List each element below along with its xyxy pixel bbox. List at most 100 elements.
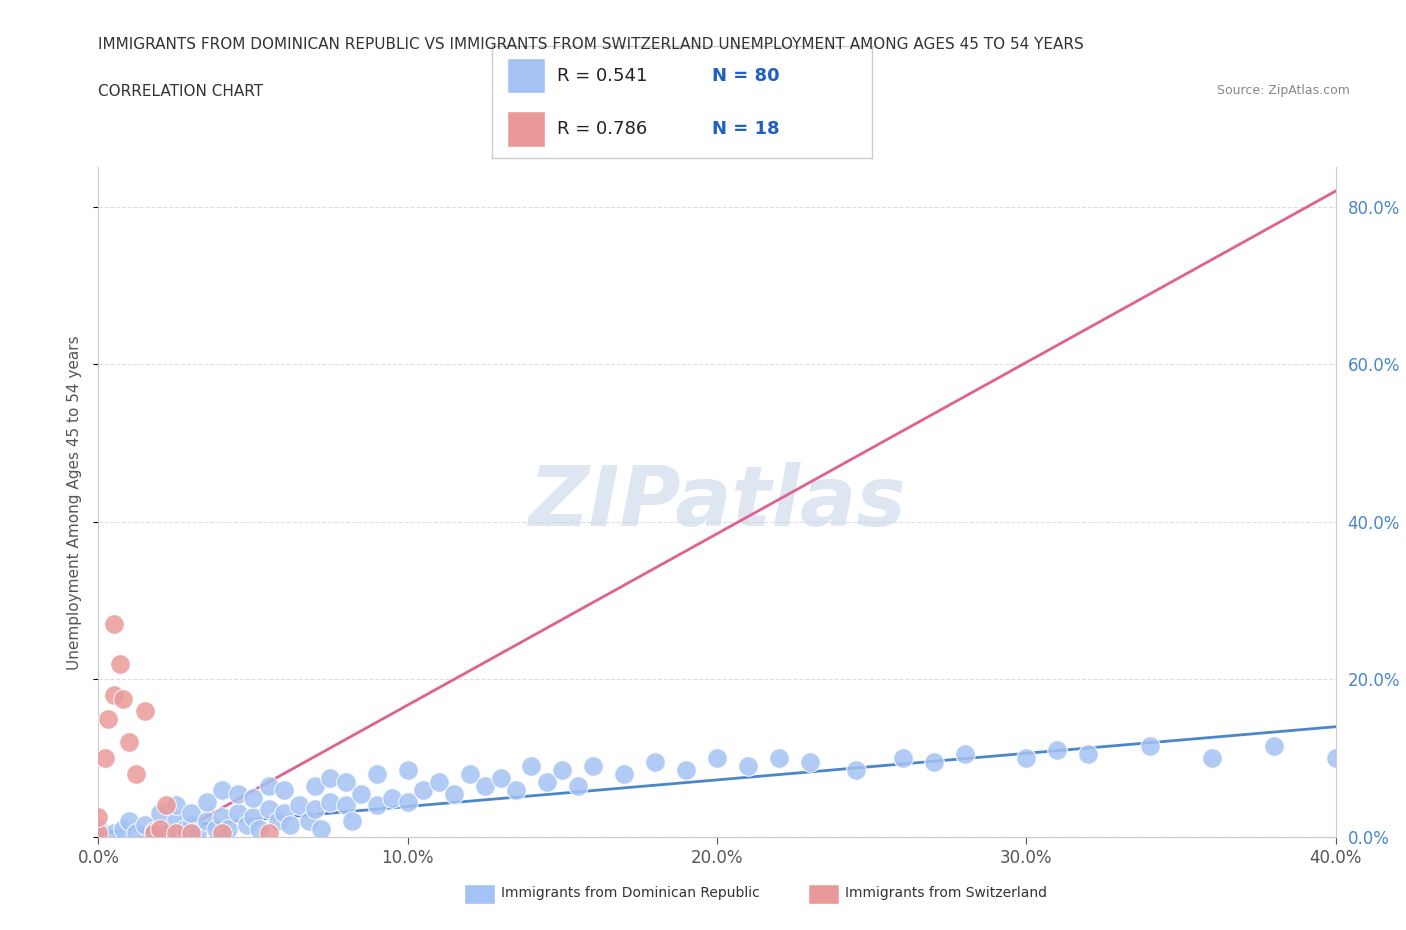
Point — [396, 763, 419, 777]
Point — [366, 766, 388, 781]
Point — [242, 810, 264, 825]
Point — [298, 814, 321, 829]
Point — [396, 794, 419, 809]
Point — [103, 826, 125, 841]
Point — [217, 822, 239, 837]
Point — [489, 770, 512, 785]
Point — [335, 775, 357, 790]
Point — [381, 790, 404, 805]
Point — [1046, 743, 1069, 758]
Point — [458, 766, 481, 781]
Point — [195, 794, 218, 809]
Point — [257, 802, 280, 817]
Text: N = 18: N = 18 — [713, 120, 780, 138]
Point — [340, 814, 363, 829]
Point — [319, 770, 342, 785]
Point — [149, 822, 172, 837]
Point — [205, 822, 228, 837]
Point — [211, 782, 233, 797]
Point — [93, 751, 115, 765]
Point — [180, 826, 202, 841]
Point — [1324, 751, 1347, 765]
Point — [87, 810, 110, 825]
Text: CORRELATION CHART: CORRELATION CHART — [98, 84, 263, 99]
Point — [768, 751, 790, 765]
Point — [97, 711, 120, 726]
Point — [195, 814, 218, 829]
Point — [737, 759, 759, 774]
Point — [520, 759, 543, 774]
Point — [87, 822, 110, 837]
Point — [180, 817, 202, 832]
Y-axis label: Unemployment Among Ages 45 to 54 years: Unemployment Among Ages 45 to 54 years — [67, 335, 83, 670]
Point — [845, 763, 868, 777]
Point — [87, 826, 110, 841]
Point — [1015, 751, 1038, 765]
Point — [304, 778, 326, 793]
Text: Source: ZipAtlas.com: Source: ZipAtlas.com — [1216, 84, 1350, 97]
Text: N = 80: N = 80 — [713, 67, 780, 85]
Point — [124, 826, 146, 841]
Point — [644, 755, 666, 770]
Point — [799, 755, 821, 770]
Point — [427, 775, 450, 790]
Point — [118, 735, 141, 750]
Point — [1263, 739, 1285, 754]
Point — [1077, 747, 1099, 762]
Point — [103, 688, 125, 703]
Text: R = 0.541: R = 0.541 — [557, 67, 647, 85]
Point — [165, 798, 187, 813]
Point — [180, 806, 202, 821]
Point — [1139, 739, 1161, 754]
Point — [273, 806, 295, 821]
Point — [149, 822, 172, 837]
Text: IMMIGRANTS FROM DOMINICAN REPUBLIC VS IMMIGRANTS FROM SWITZERLAND UNEMPLOYMENT A: IMMIGRANTS FROM DOMINICAN REPUBLIC VS IM… — [98, 37, 1084, 52]
Text: ZIPatlas: ZIPatlas — [529, 461, 905, 543]
Point — [149, 806, 172, 821]
Point — [891, 751, 914, 765]
Point — [211, 826, 233, 841]
Point — [536, 775, 558, 790]
Point — [412, 782, 434, 797]
Point — [257, 826, 280, 841]
Point — [134, 817, 156, 832]
Point — [567, 778, 589, 793]
Point — [143, 826, 166, 841]
Point — [443, 786, 465, 801]
FancyBboxPatch shape — [508, 112, 546, 147]
FancyBboxPatch shape — [508, 58, 546, 93]
Point — [1201, 751, 1223, 765]
Point — [134, 703, 156, 718]
Point — [247, 822, 270, 837]
Text: Immigrants from Switzerland: Immigrants from Switzerland — [845, 885, 1047, 900]
Text: Immigrants from Dominican Republic: Immigrants from Dominican Republic — [501, 885, 759, 900]
Point — [335, 798, 357, 813]
Point — [242, 790, 264, 805]
Point — [922, 755, 945, 770]
Point — [582, 759, 605, 774]
Point — [706, 751, 728, 765]
Point — [103, 617, 125, 631]
Point — [118, 814, 141, 829]
Point — [112, 692, 135, 707]
Point — [143, 823, 166, 838]
Point — [675, 763, 697, 777]
Point — [186, 826, 208, 841]
Point — [309, 822, 332, 837]
Point — [551, 763, 574, 777]
Point — [304, 802, 326, 817]
Point — [319, 794, 342, 809]
Point — [273, 782, 295, 797]
Point — [174, 822, 197, 837]
Point — [505, 782, 527, 797]
Point — [124, 766, 146, 781]
Point — [474, 778, 496, 793]
Point — [165, 814, 187, 829]
Point — [226, 806, 249, 821]
Text: R = 0.786: R = 0.786 — [557, 120, 647, 138]
Point — [211, 810, 233, 825]
Point — [257, 778, 280, 793]
Point — [112, 822, 135, 837]
Point — [278, 817, 301, 832]
Point — [267, 814, 290, 829]
